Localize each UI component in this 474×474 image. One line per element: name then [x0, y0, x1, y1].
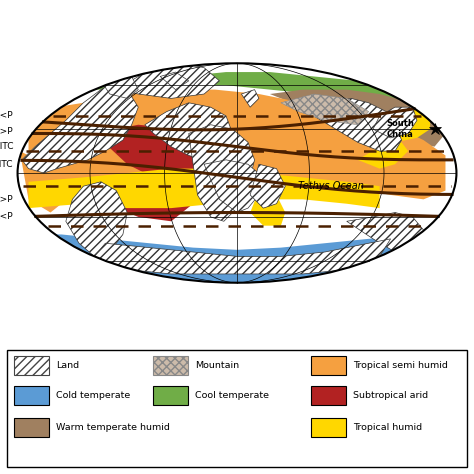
Text: South
China: South China	[386, 119, 414, 139]
FancyBboxPatch shape	[14, 386, 49, 405]
Polygon shape	[270, 90, 446, 146]
Polygon shape	[128, 59, 424, 100]
Text: NITC: NITC	[0, 142, 13, 151]
Polygon shape	[210, 160, 248, 195]
Text: SITC: SITC	[0, 160, 13, 169]
Polygon shape	[94, 239, 391, 274]
Text: Tethys Ocean: Tethys Ocean	[299, 181, 365, 191]
Text: Land: Land	[56, 361, 79, 370]
FancyBboxPatch shape	[311, 386, 346, 405]
Polygon shape	[250, 191, 285, 226]
Polygon shape	[116, 64, 219, 99]
Text: Tropical humid: Tropical humid	[353, 423, 422, 432]
Text: Cold temperate: Cold temperate	[56, 391, 130, 400]
FancyBboxPatch shape	[7, 350, 467, 467]
FancyBboxPatch shape	[311, 418, 346, 437]
FancyBboxPatch shape	[154, 386, 188, 405]
Polygon shape	[373, 107, 417, 138]
Polygon shape	[20, 151, 73, 212]
Polygon shape	[346, 212, 424, 252]
Polygon shape	[22, 81, 138, 173]
Text: Subtropical arid: Subtropical arid	[353, 391, 428, 400]
Text: Mountain: Mountain	[195, 361, 239, 370]
Polygon shape	[20, 235, 454, 283]
Text: Cool temperate: Cool temperate	[195, 391, 269, 400]
Polygon shape	[241, 90, 259, 107]
Polygon shape	[28, 169, 380, 208]
FancyBboxPatch shape	[154, 356, 188, 375]
Text: E<P: E<P	[0, 111, 13, 120]
Polygon shape	[250, 164, 285, 208]
FancyBboxPatch shape	[311, 356, 346, 375]
Polygon shape	[358, 142, 408, 169]
Text: E<P: E<P	[0, 212, 13, 221]
Polygon shape	[281, 94, 369, 125]
Text: Warm temperate humid: Warm temperate humid	[56, 423, 170, 432]
Polygon shape	[66, 182, 128, 256]
Polygon shape	[204, 160, 264, 212]
Polygon shape	[303, 99, 401, 151]
Polygon shape	[105, 186, 193, 221]
Polygon shape	[28, 90, 446, 200]
Text: Tropical semi humid: Tropical semi humid	[353, 361, 448, 370]
Polygon shape	[101, 72, 138, 99]
Text: E>P: E>P	[0, 127, 13, 136]
Ellipse shape	[18, 64, 456, 283]
Polygon shape	[94, 125, 226, 186]
FancyBboxPatch shape	[14, 356, 49, 375]
FancyBboxPatch shape	[14, 418, 49, 437]
Polygon shape	[83, 72, 430, 118]
Polygon shape	[189, 125, 255, 221]
Polygon shape	[160, 72, 189, 90]
Polygon shape	[145, 103, 233, 160]
Polygon shape	[373, 107, 430, 142]
Text: E>P: E>P	[0, 195, 13, 204]
